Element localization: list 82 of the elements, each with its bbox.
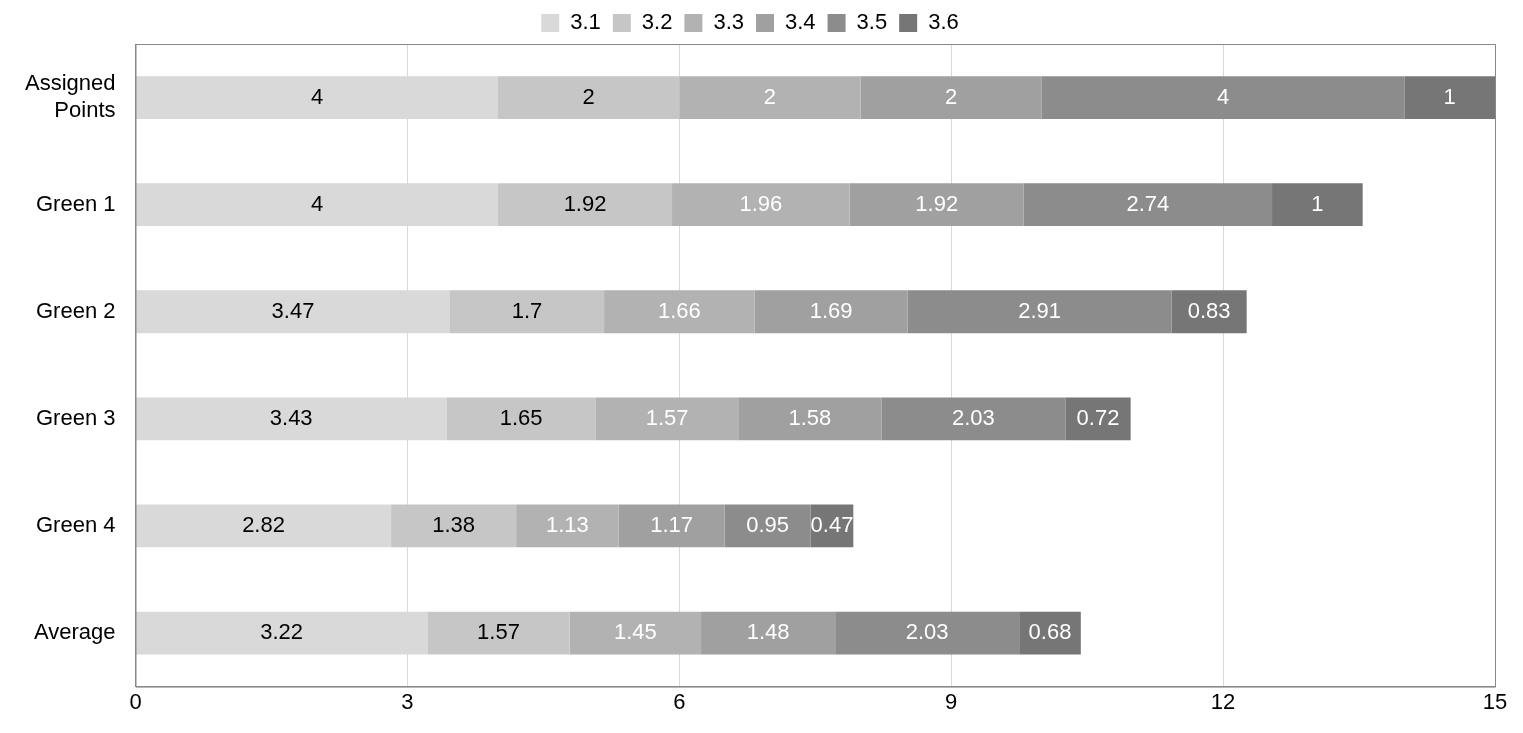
y-tick-label: Average [33, 619, 116, 645]
data-label: 4 [310, 190, 324, 216]
y-tick-label: Green 4 [36, 512, 116, 538]
y-tick-label: Green 3 [36, 404, 116, 430]
data-label: 1 [1443, 83, 1456, 109]
bar [754, 290, 908, 334]
data-label: 2.03 [905, 619, 949, 645]
bar [860, 76, 1042, 119]
data-label: 1.92 [563, 190, 607, 216]
data-label: 1.58 [788, 404, 832, 430]
legend-label: 3.4 [785, 9, 816, 35]
data-label: 2 [763, 83, 777, 109]
data-label: 1.57 [645, 404, 689, 430]
bar [498, 183, 673, 227]
data-label: 3.43 [269, 404, 313, 430]
data-label: 4 [1216, 83, 1230, 109]
legend-label: 3.1 [570, 9, 601, 35]
data-label: 1.57 [477, 619, 520, 645]
data-label: 2 [945, 83, 958, 109]
data-label: 2.91 [1018, 297, 1061, 323]
bar [1065, 397, 1131, 441]
data-label: 0.47 [810, 512, 854, 538]
y-tick-label: Assigned Points [24, 70, 116, 122]
x-tick-label: 6 [673, 688, 686, 714]
bar [450, 290, 605, 334]
legend-label: 3.2 [641, 9, 673, 35]
data-label: 0.83 [1187, 297, 1231, 323]
bar [1171, 290, 1247, 334]
data-label: 3.47 [271, 297, 315, 323]
bar [1041, 76, 1405, 119]
bar [136, 504, 392, 548]
data-label: 1.7 [511, 297, 543, 323]
data-label: 2 [582, 83, 595, 109]
x-tick-label: 9 [945, 688, 958, 714]
bar [498, 76, 680, 119]
bar [679, 76, 861, 119]
bar [604, 290, 755, 334]
bar [701, 611, 836, 655]
data-label: 1.38 [432, 512, 476, 538]
bar [1023, 183, 1273, 227]
bar [738, 397, 882, 441]
y-tick-label: Green 1 [36, 190, 116, 216]
data-label: 2.03 [951, 404, 995, 430]
bar [1404, 76, 1495, 119]
bar [595, 397, 739, 441]
bar [427, 611, 570, 655]
data-label: 2.82 [242, 512, 285, 538]
legend-label: 3.3 [713, 9, 745, 35]
data-label: 3.22 [260, 619, 304, 645]
data-label: 1.48 [746, 619, 790, 645]
data-label: 1.69 [809, 297, 853, 323]
bar [881, 397, 1066, 441]
bar [391, 504, 517, 548]
bar [569, 611, 702, 655]
data-label: 4 [310, 83, 324, 109]
bar [907, 290, 1172, 334]
data-label: 1.66 [657, 297, 701, 323]
data-label: 1.17 [650, 512, 694, 538]
data-label: 1.45 [613, 619, 657, 645]
bar [618, 504, 725, 548]
data-label: 2.74 [1126, 190, 1170, 216]
x-tick-label: 15 [1482, 688, 1508, 714]
bar [516, 504, 619, 548]
data-label: 1.13 [545, 512, 589, 538]
data-label: 1.96 [739, 190, 783, 216]
bar [835, 611, 1020, 655]
y-tick-label: Green 2 [36, 297, 116, 323]
x-tick-label: 12 [1210, 688, 1236, 714]
legend-label: 3.5 [856, 9, 888, 35]
bar [1272, 183, 1363, 227]
legend-label: 3.6 [928, 9, 959, 35]
bar [672, 183, 850, 227]
data-label: 0.95 [746, 512, 790, 538]
data-label: 1 [1311, 190, 1324, 216]
data-label: 1.65 [499, 404, 543, 430]
bar [446, 397, 596, 441]
data-label: 0.72 [1076, 404, 1120, 430]
x-tick-label: 3 [401, 688, 414, 714]
x-tick-label: 0 [129, 688, 142, 714]
data-label: 1.92 [915, 190, 959, 216]
bar [849, 183, 1024, 227]
data-label: 0.68 [1028, 619, 1072, 645]
